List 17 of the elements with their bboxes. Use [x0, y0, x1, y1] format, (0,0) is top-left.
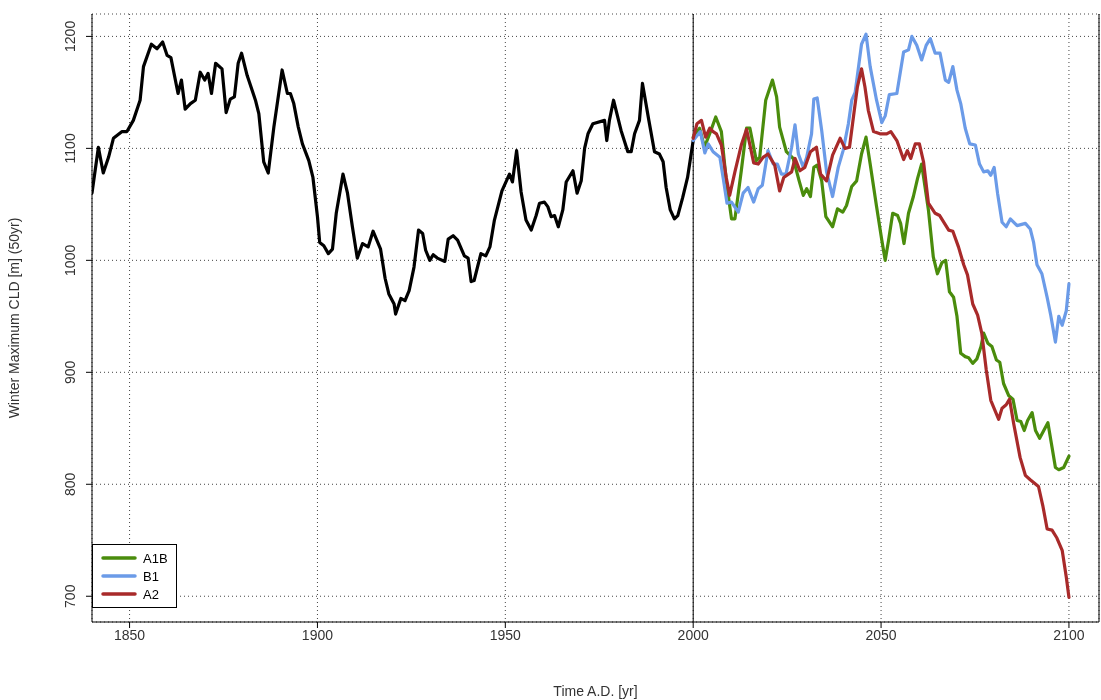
- x-tick-label: 2050: [865, 626, 897, 643]
- x-tick-label: 1950: [489, 626, 522, 643]
- legend-label: B1: [143, 568, 159, 584]
- legend-label: A2: [143, 586, 159, 602]
- legend-label: A1B: [143, 550, 168, 566]
- y-tick-label: 900: [61, 360, 78, 384]
- y-tick-label: 1000: [61, 244, 78, 276]
- y-axis-title: Winter Maximum CLD [m] (50yr): [5, 217, 22, 419]
- y-tick-label: 800: [61, 472, 78, 496]
- y-tick-label: 1100: [61, 133, 78, 164]
- y-tick-label: 700: [61, 584, 78, 608]
- x-tick-label: 1900: [301, 626, 334, 643]
- x-tick-label: 2000: [677, 626, 709, 643]
- y-tick-label: 1200: [61, 20, 78, 52]
- x-axis-title: Time A.D. [yr]: [553, 683, 638, 699]
- x-tick-label: 2100: [1053, 626, 1085, 643]
- x-tick-label: 1850: [114, 626, 146, 643]
